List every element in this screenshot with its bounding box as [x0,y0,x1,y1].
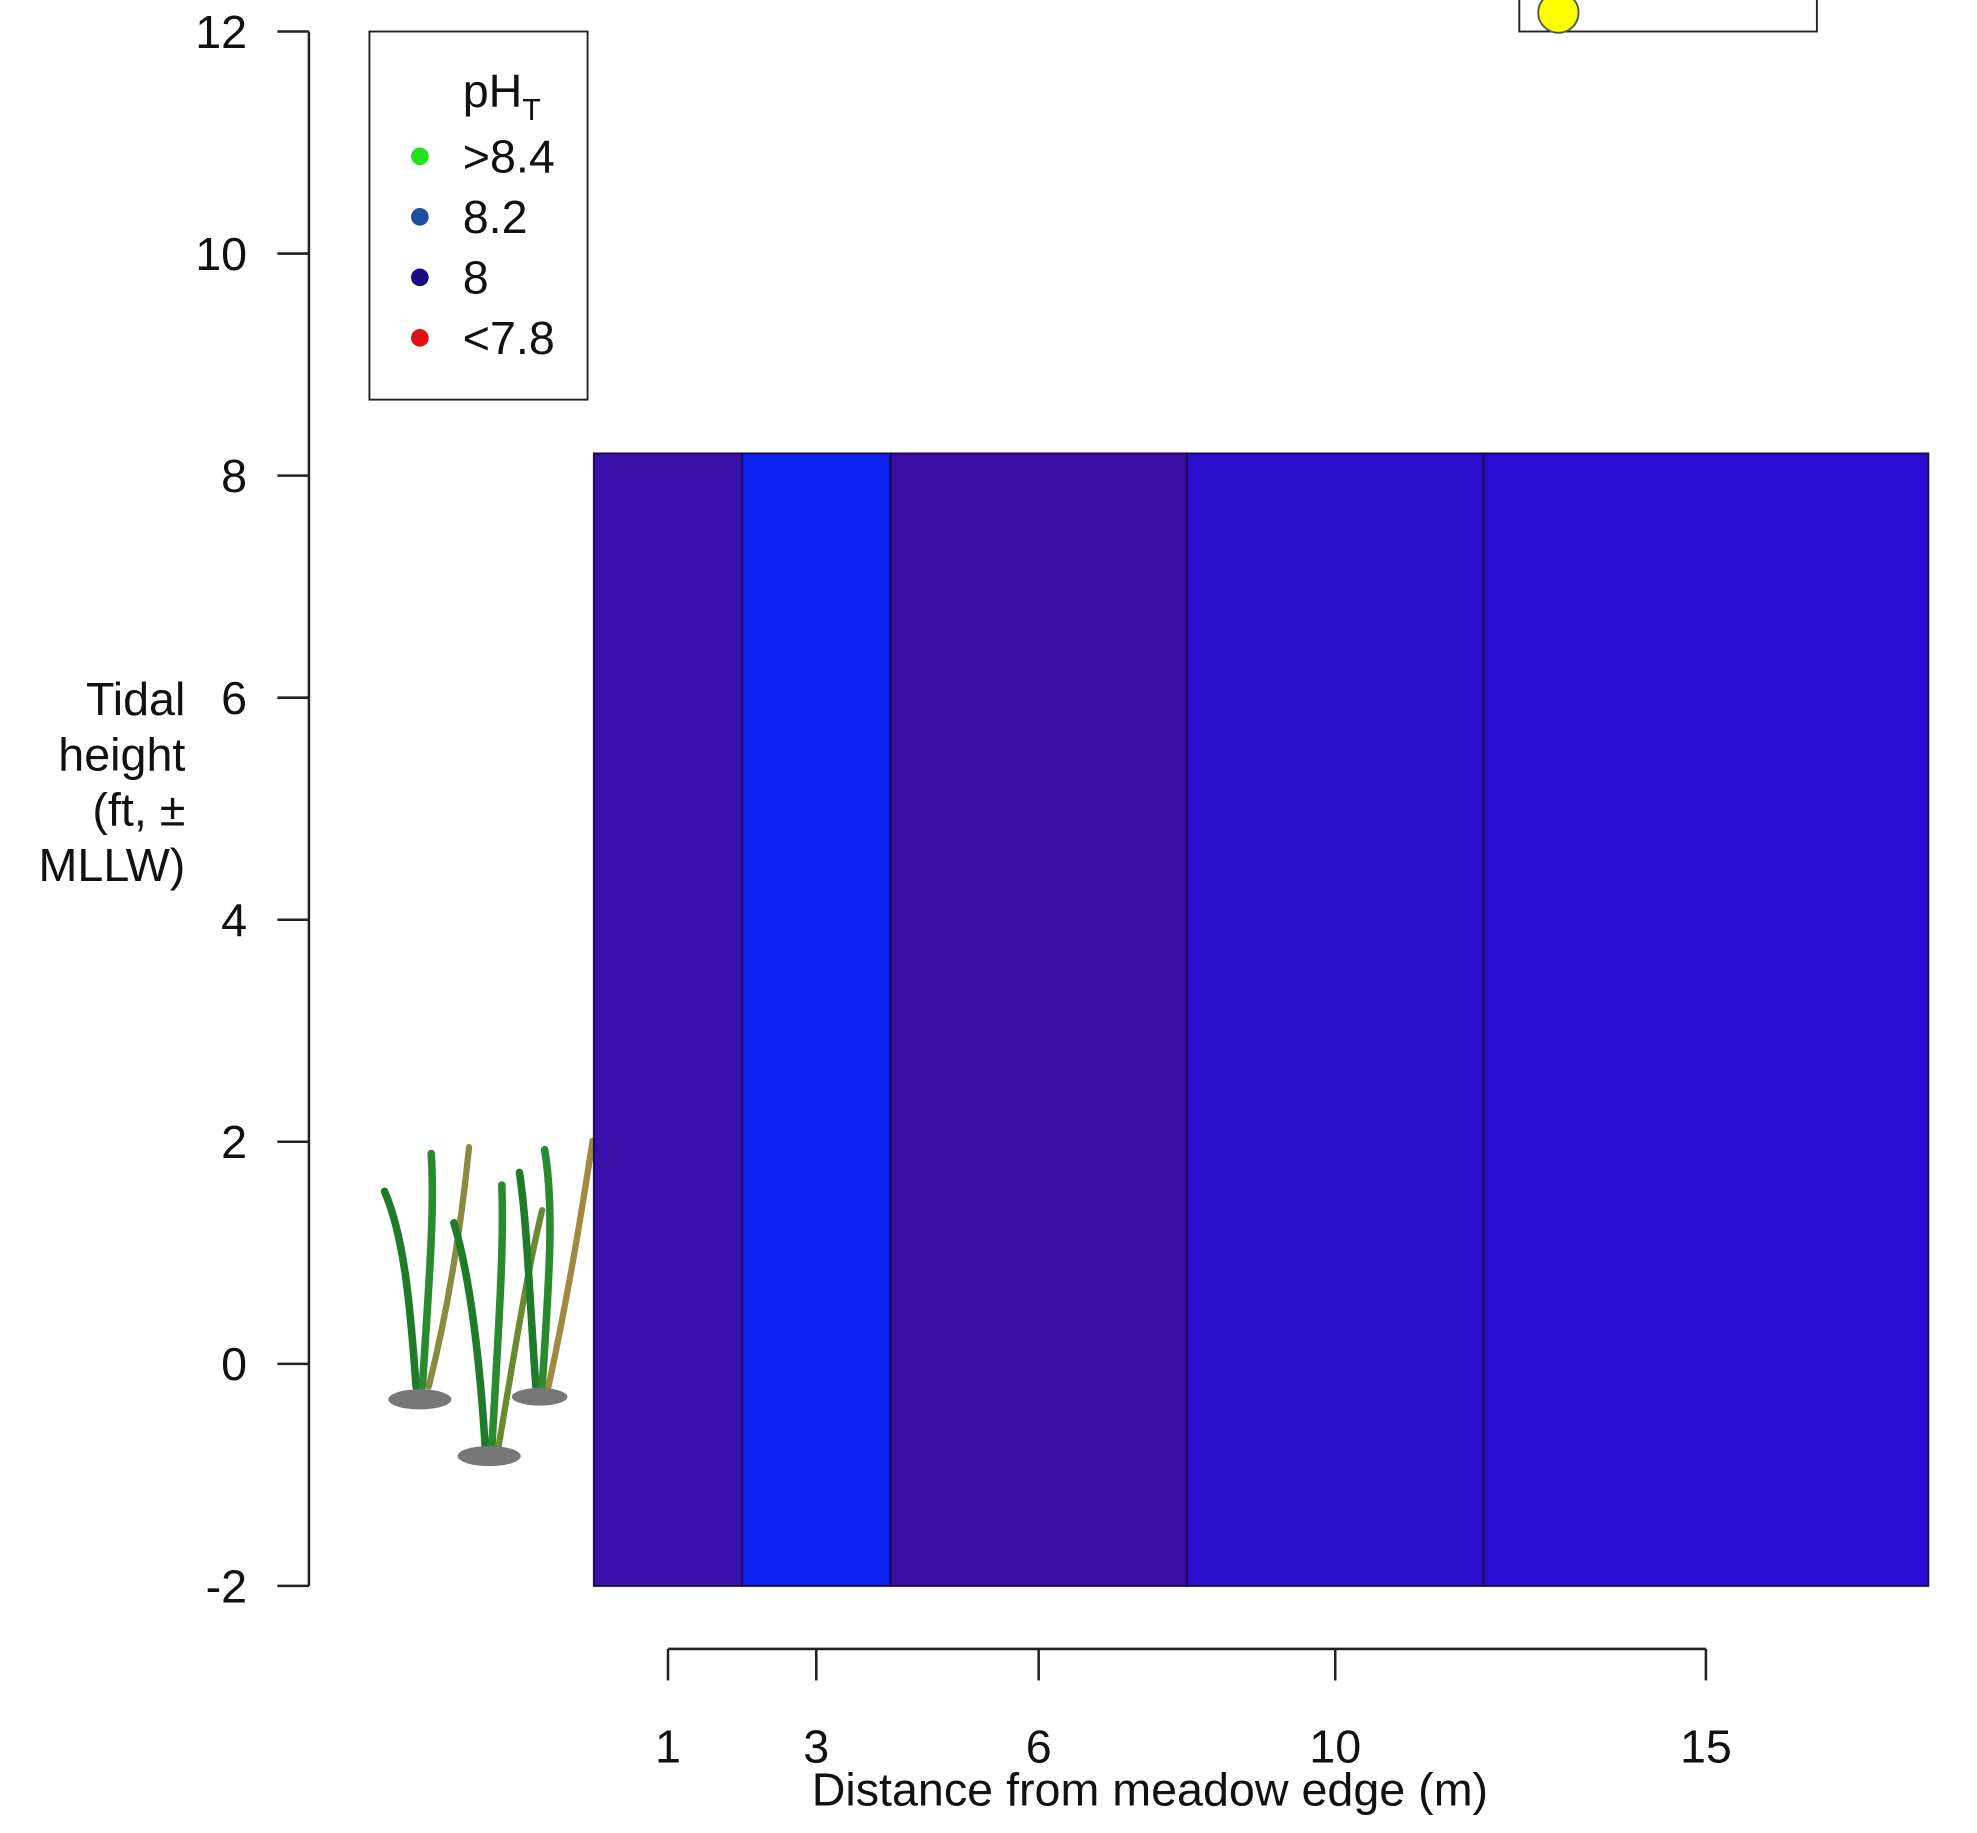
x-tick-label: 10 [1309,1720,1361,1772]
y-tick-label: 0 [221,1338,247,1390]
sun-icon [1537,0,1580,34]
y-axis-label: Tidal [86,673,185,725]
band [741,452,892,1587]
x-tick-label: 3 [803,1720,829,1772]
y-axis-label: (ft, ± [92,784,185,836]
y-tick-label: 8 [221,450,247,502]
x-tick-label: 1 [655,1720,681,1772]
legend-box [368,30,589,401]
legend-marker [411,268,429,287]
legend-label: <7.8 [463,312,555,364]
y-axis-label: MLLW) [39,839,186,891]
y-axis-label: height [58,728,185,780]
y-tick-label: 12 [195,6,247,58]
legend-label: 8.2 [463,191,528,243]
x-axis-label: Distance from meadow edge (m) [812,1763,1488,1815]
legend-title: pHT [463,65,541,127]
x-tick-label: 15 [1680,1720,1732,1772]
y-tick-label: -2 [206,1560,247,1612]
legend-marker [411,147,429,166]
legend-label: 8 [463,252,489,304]
x-tick-label: 6 [1026,1720,1052,1772]
y-tick-label: 2 [221,1116,247,1168]
band [1482,452,1930,1587]
y-tick-label: 6 [221,672,247,724]
y-tick-label: 4 [221,894,247,946]
legend-marker [411,329,429,347]
legend-title-main: pH [463,65,523,117]
legend-label: >8.4 [463,131,555,183]
legend-title-sub: T [522,94,540,127]
band [592,452,744,1587]
band [1186,452,1485,1587]
band [889,452,1188,1587]
seagrass-illustration [380,1137,596,1467]
y-tick-label: 10 [195,228,247,280]
legend-marker [411,208,429,226]
